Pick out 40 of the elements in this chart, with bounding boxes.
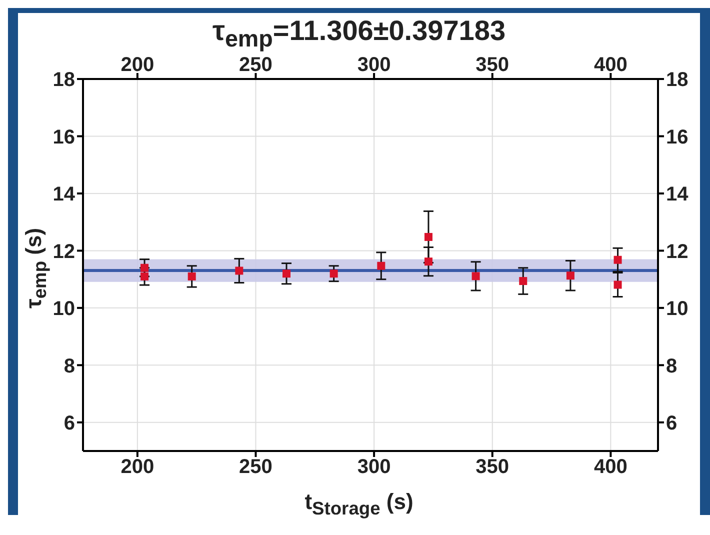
point <box>519 277 528 286</box>
point <box>377 262 386 270</box>
point <box>188 272 196 280</box>
point <box>614 256 622 264</box>
chart-title: τ$_{emp}$=11.306±0.397183 <box>211 14 507 52</box>
point <box>424 258 432 266</box>
point <box>140 264 149 272</box>
point <box>140 272 149 280</box>
point <box>614 280 622 289</box>
y-tick-label: 8 <box>64 355 75 378</box>
y-tick-label: 16 <box>52 126 75 148</box>
x-axis-title: t$_{Storage}$ (s) <box>304 489 414 518</box>
x-tick-label: 250 <box>239 54 272 76</box>
x2-tick-label: 250 <box>239 456 272 478</box>
y-tick-label: 18 <box>52 69 75 92</box>
point <box>282 270 290 278</box>
x-tick-label: 350 <box>476 54 510 76</box>
point <box>472 272 480 280</box>
y-tick-label: 14 <box>52 184 76 206</box>
point <box>235 266 244 275</box>
y2-tick-label: 16 <box>666 126 688 148</box>
x-tick-label: 300 <box>357 54 391 76</box>
y2-tick-label: 14 <box>666 184 690 206</box>
point <box>424 232 432 241</box>
y-tick-label: 6 <box>64 412 75 434</box>
y-tick-label: 12 <box>52 240 75 263</box>
y2-tick-label: 18 <box>666 69 688 92</box>
y2-tick-label: 12 <box>666 240 688 263</box>
x2-tick-label: 350 <box>476 456 510 478</box>
point <box>566 272 574 280</box>
point <box>330 270 338 278</box>
y2-tick-label: 10 <box>666 298 688 320</box>
y2-tick-label: 8 <box>666 355 678 378</box>
x2-tick-label: 400 <box>594 456 628 478</box>
x2-tick-label: 200 <box>120 456 154 478</box>
y2-tick-label: 6 <box>666 412 678 434</box>
x2-tick-label: 300 <box>357 456 391 478</box>
x-tick-label: 400 <box>594 54 628 76</box>
x-tick-label: 200 <box>120 54 154 76</box>
y-tick-label: 10 <box>52 298 75 320</box>
